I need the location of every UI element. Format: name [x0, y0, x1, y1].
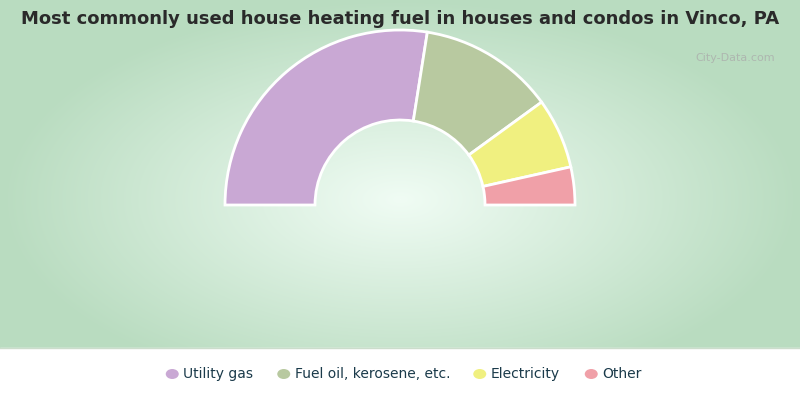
Text: Other: Other — [602, 367, 642, 381]
Wedge shape — [469, 102, 570, 186]
Ellipse shape — [474, 369, 486, 379]
Bar — [0, 348, 800, 400]
Text: City-Data.com: City-Data.com — [695, 53, 774, 63]
Wedge shape — [225, 30, 427, 205]
Wedge shape — [483, 167, 575, 205]
Text: Most commonly used house heating fuel in houses and condos in Vinco, PA: Most commonly used house heating fuel in… — [21, 10, 779, 28]
Text: Fuel oil, kerosene, etc.: Fuel oil, kerosene, etc. — [294, 367, 450, 381]
Ellipse shape — [278, 369, 290, 379]
Text: Utility gas: Utility gas — [183, 367, 254, 381]
Wedge shape — [414, 32, 542, 155]
Ellipse shape — [585, 369, 598, 379]
Text: Electricity: Electricity — [490, 367, 560, 381]
Ellipse shape — [166, 369, 178, 379]
